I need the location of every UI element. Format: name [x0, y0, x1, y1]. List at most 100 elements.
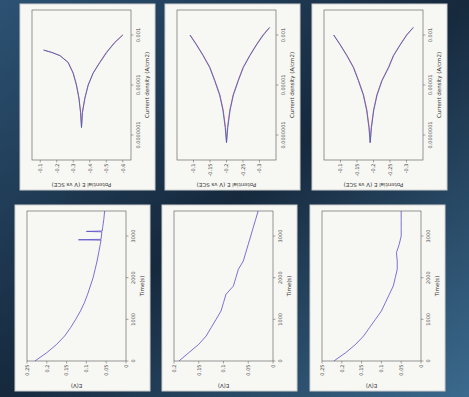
x-tick-label: 3000	[130, 230, 136, 243]
y-tick-label: 0.05	[398, 365, 404, 376]
y-tick-label: 0.15	[196, 365, 202, 376]
y-tick	[46, 361, 47, 364]
y-tick	[340, 160, 341, 163]
y-tick	[198, 361, 199, 364]
y-tick-label: 0.2	[44, 365, 50, 373]
plot-frame	[177, 10, 276, 160]
x-tick-label: 2000	[425, 271, 431, 284]
y-tick-label: -0.1	[37, 164, 43, 174]
plot-frame	[174, 211, 273, 361]
series-line	[190, 27, 270, 142]
chart-panel: 0.00000010.000010.001-0.6-0.5-0.4-0.3-0.…	[20, 4, 155, 190]
y-tick	[56, 160, 57, 163]
y-tick-label: -0.6	[120, 164, 126, 174]
x-tick-label: 0.0000001	[280, 121, 286, 148]
y-tick-label: -0.3	[403, 164, 409, 174]
y-tick	[122, 160, 123, 163]
y-tick-label: -0.4	[87, 164, 93, 174]
plot-rotated: 010002000300000.050.10.150.20.25Time(s)E…	[319, 211, 440, 389]
plot-frame	[322, 211, 421, 361]
plot-rotated: 010002000300000.050.10.150.2Time(s)E(V)	[171, 211, 292, 389]
y-tick	[361, 361, 362, 364]
y-tick-label: 0.2	[339, 365, 345, 373]
y-tick	[66, 361, 67, 364]
y-tick-label: -0.5	[103, 164, 109, 174]
plot-frame	[27, 211, 126, 361]
x-tick-label: 0.0000001	[427, 121, 433, 148]
y-tick-label: -0.2	[223, 164, 229, 174]
x-axis-label: Time(s)	[139, 276, 145, 298]
y-tick	[373, 160, 374, 163]
chart-panel: 010002000300000.050.10.150.20.25Time(s)E…	[15, 205, 150, 391]
x-tick	[421, 361, 424, 362]
y-axis-label: Potential E (V vs SCE)	[197, 182, 257, 188]
panel-paper	[312, 4, 447, 190]
x-tick	[126, 277, 129, 278]
plot-rotated: 010002000300000.050.10.150.20.25Time(s)E…	[24, 211, 145, 389]
x-tick	[421, 236, 424, 237]
y-tick	[273, 361, 274, 364]
plot-rotated: 0.00000010.000010.001-0.3-0.25-0.2-0.15-…	[324, 10, 443, 188]
x-tick	[276, 35, 279, 36]
series-line	[190, 27, 269, 142]
chart-panel: 0.00000010.000010.001-0.3-0.25-0.2-0.15-…	[165, 4, 300, 190]
y-tick	[421, 361, 422, 364]
series-line	[334, 27, 413, 142]
y-tick	[243, 160, 244, 163]
x-tick	[421, 319, 424, 320]
x-tick-label: 2000	[277, 271, 283, 284]
y-tick	[406, 160, 407, 163]
panel-paper	[310, 205, 445, 391]
x-tick	[126, 236, 129, 237]
y-tick-label: 0.1	[83, 365, 89, 373]
x-axis-label: Time(s)	[286, 276, 292, 298]
y-tick-label: 0	[418, 365, 424, 368]
y-tick-label: -0.25	[387, 164, 393, 177]
panel-paper	[165, 4, 300, 190]
y-tick	[248, 361, 249, 364]
series-line	[179, 211, 258, 361]
y-tick	[89, 160, 90, 163]
y-axis-label: E(V)	[366, 383, 378, 389]
series-line	[35, 211, 105, 361]
page: 0.00000010.000010.001-0.6-0.5-0.4-0.3-0.…	[0, 0, 469, 397]
chart-panel: 010002000300000.050.10.150.20.25Time(s)E…	[310, 205, 445, 391]
y-tick-label: -0.1	[190, 164, 196, 174]
x-tick-label: 0.0000001	[135, 121, 141, 148]
y-tick	[322, 361, 323, 364]
x-tick-label: 1000	[130, 313, 136, 326]
y-tick	[126, 361, 127, 364]
x-tick-label: 0.00001	[280, 75, 286, 96]
y-tick	[226, 160, 227, 163]
y-tick	[106, 160, 107, 163]
x-tick	[276, 135, 279, 136]
x-tick	[273, 277, 276, 278]
y-tick	[174, 361, 175, 364]
y-tick-label: -0.3	[256, 164, 262, 174]
y-tick-label: -0.15	[354, 164, 360, 177]
y-tick-label: 0.05	[103, 365, 109, 376]
y-tick-label: -0.3	[70, 164, 76, 174]
panel-paper	[20, 4, 155, 190]
plot-rotated: 0.00000010.000010.001-0.3-0.25-0.2-0.15-…	[177, 10, 296, 188]
plot-frame	[32, 10, 131, 160]
x-axis-label: Current density (A/cm2)	[436, 52, 443, 118]
x-tick	[276, 85, 279, 86]
data-group	[334, 211, 401, 361]
y-tick	[210, 160, 211, 163]
chart-panel: 010002000300000.050.10.150.2Time(s)E(V)	[162, 205, 297, 391]
x-tick	[273, 236, 276, 237]
data-group	[44, 35, 123, 127]
y-tick-label: 0.2	[171, 365, 177, 373]
y-tick	[86, 361, 87, 364]
x-tick-label: 0.00001	[427, 75, 433, 96]
y-tick	[193, 160, 194, 163]
y-tick-label: 0.25	[319, 365, 325, 376]
y-tick	[259, 160, 260, 163]
x-tick	[273, 319, 276, 320]
x-tick	[131, 135, 134, 136]
y-axis-label: Potential E (V vs SCE)	[52, 182, 112, 188]
data-group	[190, 27, 270, 142]
x-tick-label: 0	[425, 359, 431, 362]
series-line	[44, 35, 123, 127]
